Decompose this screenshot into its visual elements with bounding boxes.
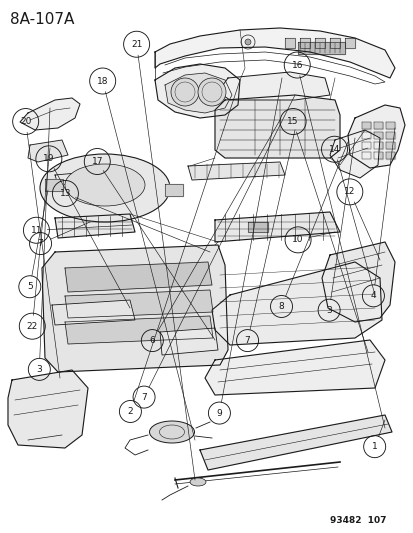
Circle shape xyxy=(244,39,250,45)
Text: 4: 4 xyxy=(370,292,375,300)
Text: 17: 17 xyxy=(91,157,103,166)
Polygon shape xyxy=(199,415,391,470)
Polygon shape xyxy=(188,162,284,180)
Polygon shape xyxy=(373,132,382,139)
Text: 5: 5 xyxy=(27,282,33,291)
Text: 20: 20 xyxy=(20,117,31,126)
Text: 12: 12 xyxy=(343,188,355,196)
Polygon shape xyxy=(361,152,370,159)
Polygon shape xyxy=(297,42,344,54)
Ellipse shape xyxy=(40,154,170,222)
Polygon shape xyxy=(329,38,339,48)
Text: 18: 18 xyxy=(97,77,108,85)
Polygon shape xyxy=(247,222,267,232)
Polygon shape xyxy=(214,95,339,158)
Polygon shape xyxy=(211,262,381,345)
Polygon shape xyxy=(361,142,370,149)
Text: 9: 9 xyxy=(216,409,222,417)
Text: 8A-107A: 8A-107A xyxy=(10,12,74,27)
Polygon shape xyxy=(385,122,394,129)
Polygon shape xyxy=(361,122,370,129)
Polygon shape xyxy=(65,290,212,318)
Polygon shape xyxy=(65,316,212,344)
Text: 22: 22 xyxy=(26,322,38,330)
Polygon shape xyxy=(204,340,384,395)
Polygon shape xyxy=(65,262,211,292)
Text: 3: 3 xyxy=(325,306,331,314)
Polygon shape xyxy=(214,212,339,242)
Text: 8: 8 xyxy=(278,302,284,311)
Polygon shape xyxy=(154,64,240,118)
Text: 7: 7 xyxy=(244,336,250,345)
Polygon shape xyxy=(329,130,379,178)
Text: 1: 1 xyxy=(371,442,377,451)
Text: 6: 6 xyxy=(149,336,155,345)
Polygon shape xyxy=(42,245,228,372)
Polygon shape xyxy=(361,132,370,139)
Polygon shape xyxy=(385,152,394,159)
Polygon shape xyxy=(55,214,135,238)
Circle shape xyxy=(171,78,199,106)
Polygon shape xyxy=(385,132,394,139)
Polygon shape xyxy=(344,38,354,48)
Ellipse shape xyxy=(149,421,194,443)
Ellipse shape xyxy=(65,164,145,206)
Polygon shape xyxy=(284,38,294,48)
Text: 14: 14 xyxy=(328,145,339,154)
Text: 21: 21 xyxy=(131,40,142,49)
Polygon shape xyxy=(28,140,68,162)
Polygon shape xyxy=(20,98,80,130)
Polygon shape xyxy=(299,38,309,48)
Polygon shape xyxy=(385,142,394,149)
Polygon shape xyxy=(165,73,231,113)
Polygon shape xyxy=(45,179,63,191)
Text: 11: 11 xyxy=(31,226,42,235)
Polygon shape xyxy=(373,142,382,149)
Text: 7: 7 xyxy=(141,393,147,401)
Text: 7: 7 xyxy=(38,239,43,248)
Text: 2: 2 xyxy=(127,407,133,416)
Polygon shape xyxy=(373,122,382,129)
Polygon shape xyxy=(159,328,218,355)
Polygon shape xyxy=(218,72,329,100)
Text: 19: 19 xyxy=(43,155,55,163)
Text: 93482  107: 93482 107 xyxy=(329,516,386,525)
Polygon shape xyxy=(165,184,183,196)
Text: 15: 15 xyxy=(287,117,298,126)
Polygon shape xyxy=(321,242,394,322)
Polygon shape xyxy=(55,172,90,185)
Polygon shape xyxy=(373,152,382,159)
Polygon shape xyxy=(347,105,404,168)
Ellipse shape xyxy=(190,478,206,486)
Text: 10: 10 xyxy=(292,236,303,244)
Text: 3: 3 xyxy=(36,365,42,374)
Polygon shape xyxy=(154,28,394,78)
Polygon shape xyxy=(314,38,324,48)
Text: 13: 13 xyxy=(59,189,71,198)
Polygon shape xyxy=(52,300,135,325)
Circle shape xyxy=(197,78,225,106)
Text: 16: 16 xyxy=(291,61,302,69)
Polygon shape xyxy=(8,370,88,448)
